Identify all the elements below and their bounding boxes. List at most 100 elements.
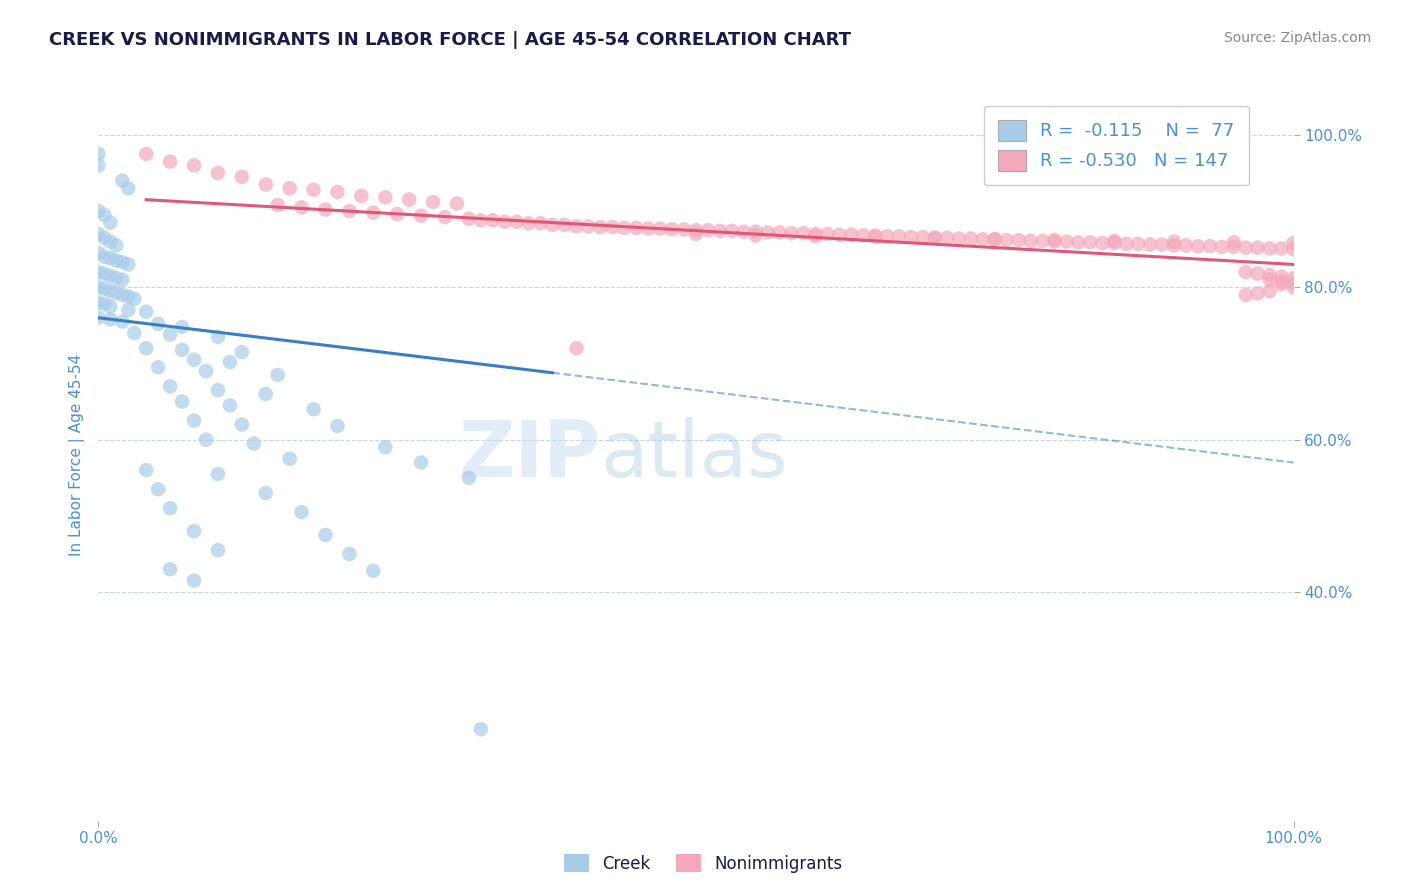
- Point: [111, 315, 134, 329]
- Point: [804, 227, 827, 241]
- Point: [602, 220, 624, 235]
- Point: [948, 231, 970, 245]
- Point: [554, 218, 576, 232]
- Point: [219, 398, 242, 412]
- Point: [1258, 284, 1281, 298]
- Point: [1282, 236, 1305, 251]
- Point: [219, 355, 242, 369]
- Point: [900, 230, 922, 244]
- Point: [1091, 236, 1114, 251]
- Point: [207, 467, 229, 481]
- Point: [254, 178, 277, 192]
- Point: [326, 419, 349, 434]
- Point: [183, 524, 205, 538]
- Point: [339, 204, 361, 219]
- Point: [87, 295, 110, 310]
- Point: [685, 223, 707, 237]
- Point: [815, 227, 838, 241]
- Point: [117, 257, 139, 271]
- Point: [267, 198, 290, 212]
- Point: [278, 181, 301, 195]
- Point: [207, 383, 229, 397]
- Point: [578, 219, 600, 234]
- Point: [135, 304, 157, 318]
- Point: [93, 297, 115, 311]
- Point: [661, 222, 683, 236]
- Point: [673, 222, 696, 236]
- Point: [195, 364, 218, 378]
- Point: [87, 204, 110, 219]
- Point: [339, 547, 361, 561]
- Point: [172, 320, 194, 334]
- Text: Source: ZipAtlas.com: Source: ZipAtlas.com: [1223, 31, 1371, 45]
- Point: [1271, 242, 1294, 256]
- Point: [98, 215, 122, 229]
- Point: [105, 285, 128, 300]
- Point: [398, 193, 420, 207]
- Point: [98, 299, 122, 313]
- Point: [207, 166, 229, 180]
- Point: [411, 456, 433, 470]
- Point: [148, 317, 170, 331]
- Point: [1163, 238, 1185, 252]
- Point: [960, 231, 983, 245]
- Point: [1163, 235, 1185, 249]
- Point: [1282, 276, 1305, 290]
- Point: [768, 226, 790, 240]
- Point: [1080, 235, 1102, 250]
- Legend: R =  -0.115    N =  77, R = -0.530   N = 147: R = -0.115 N = 77, R = -0.530 N = 147: [984, 105, 1249, 186]
- Point: [756, 226, 779, 240]
- Point: [924, 231, 946, 245]
- Point: [1008, 233, 1031, 247]
- Point: [1247, 286, 1270, 301]
- Point: [745, 225, 768, 239]
- Point: [148, 482, 170, 496]
- Point: [793, 226, 815, 240]
- Point: [1271, 269, 1294, 284]
- Point: [470, 723, 492, 737]
- Point: [315, 528, 337, 542]
- Point: [1139, 237, 1161, 252]
- Point: [709, 224, 731, 238]
- Point: [1258, 273, 1281, 287]
- Point: [1282, 271, 1305, 285]
- Point: [565, 219, 588, 234]
- Point: [159, 379, 181, 393]
- Point: [111, 288, 134, 302]
- Point: [87, 265, 110, 279]
- Point: [995, 233, 1018, 247]
- Point: [363, 205, 385, 219]
- Point: [159, 501, 181, 516]
- Text: atlas: atlas: [600, 417, 787, 493]
- Point: [111, 255, 134, 269]
- Point: [1187, 239, 1209, 253]
- Point: [363, 564, 385, 578]
- Point: [231, 345, 253, 359]
- Point: [637, 221, 659, 235]
- Point: [470, 213, 492, 227]
- Point: [1019, 234, 1042, 248]
- Point: [87, 147, 110, 161]
- Point: [267, 368, 290, 382]
- Point: [183, 574, 205, 588]
- Point: [541, 218, 564, 232]
- Point: [589, 220, 612, 235]
- Point: [411, 209, 433, 223]
- Point: [231, 417, 253, 432]
- Point: [1043, 233, 1066, 247]
- Point: [98, 235, 122, 249]
- Point: [972, 232, 994, 246]
- Point: [207, 543, 229, 558]
- Point: [302, 183, 325, 197]
- Point: [780, 226, 803, 240]
- Point: [1234, 265, 1257, 279]
- Point: [1271, 277, 1294, 292]
- Point: [87, 227, 110, 241]
- Point: [852, 228, 875, 243]
- Point: [685, 227, 707, 241]
- Point: [254, 387, 277, 401]
- Point: [231, 169, 253, 184]
- Point: [865, 228, 887, 243]
- Point: [105, 238, 128, 252]
- Point: [422, 194, 444, 209]
